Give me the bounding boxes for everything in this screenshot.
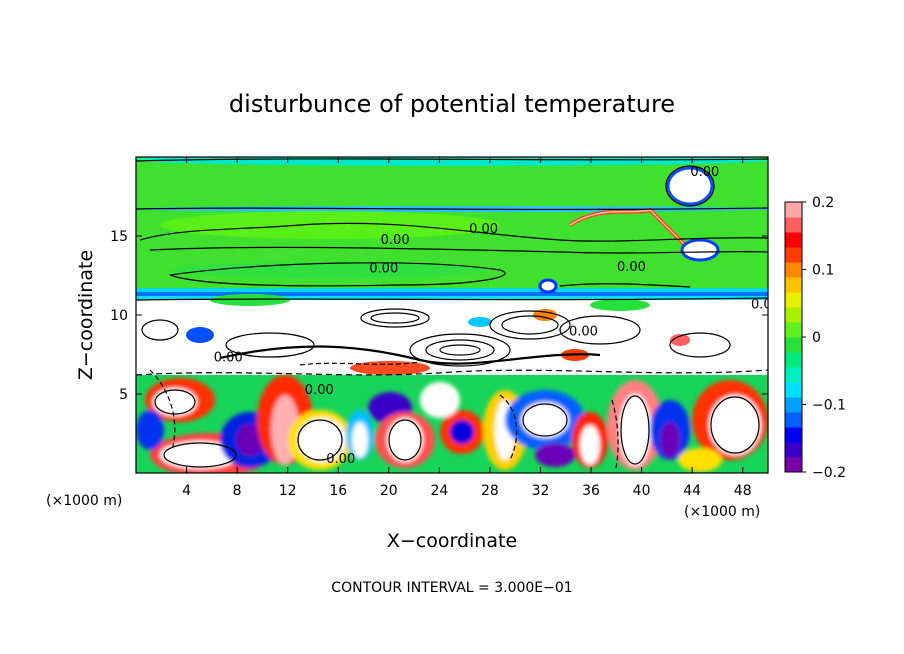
colorbar-tick-label: 0.2 [812, 195, 834, 211]
colorbar-swatch [785, 322, 802, 338]
x-tick-label: 36 [582, 483, 600, 499]
colorbar-tick-label: −0.1 [812, 398, 846, 414]
contour-interval-note: CONTOUR INTERVAL = 3.000E−01 [331, 580, 572, 596]
stratosphere-patches [136, 157, 768, 294]
colorbar-swatch [785, 412, 802, 428]
y-tick-label: 5 [119, 387, 128, 403]
contour-label: 0.00 [381, 233, 410, 248]
x-unit-left: (×1000 m) [46, 493, 122, 509]
colorbar-swatch [785, 202, 802, 218]
colorbar-tick-label: −0.2 [812, 465, 846, 481]
tropopause-cyan-band [136, 288, 768, 294]
contour-label: 0.00 [690, 165, 719, 180]
colorbar-swatch [785, 442, 802, 458]
x-axis-label: X−coordinate [387, 530, 517, 552]
tropopause-cyan-band-lower [136, 296, 768, 300]
x-tick-label: 28 [481, 483, 499, 499]
contour-lines [136, 158, 768, 469]
x-tick-label: 48 [734, 483, 752, 499]
colorbar-swatch [785, 262, 802, 278]
colorbar-swatch [785, 457, 802, 473]
y-axis-label: Z−coordinate [75, 250, 97, 380]
colorbar-tick-label: 0 [812, 330, 821, 346]
colorbar-tick-label: 0.1 [812, 263, 834, 279]
contour-label: 0.00 [469, 222, 498, 237]
colorbar-swatch [785, 397, 802, 413]
y-tick-label: 10 [110, 308, 128, 324]
boundary-layer-cells [136, 375, 768, 473]
x-unit-right: (×1000 m) [684, 504, 760, 520]
x-tick-label: 20 [380, 483, 398, 499]
colorbar-swatch [785, 232, 802, 248]
contour-label: 0.00 [305, 383, 334, 398]
contour-label: 0.00 [214, 351, 243, 366]
x-tick-label: 44 [683, 483, 701, 499]
plot-area: 0.000.000.000.000.000.000.000.000.000.00… [110, 156, 780, 499]
x-tick-label: 8 [233, 483, 242, 499]
x-axis-ticks: 4 8 12 16 20 24 28 32 36 40 44 48 [182, 157, 752, 499]
colorbar-swatch [785, 217, 802, 233]
colorbar: 0.2 0.1 0 −0.1 −0.2 [784, 195, 846, 481]
x-tick-label: 32 [532, 483, 550, 499]
contour-labels: 0.00 0.00 0.00 0.00 0.00 0.00 0.00 0.00 0.00 0.00 [214, 165, 780, 467]
mixed-layer-patches [186, 294, 690, 375]
colorbar-swatch [785, 367, 802, 383]
colorbar-swatch [785, 307, 802, 323]
contour-label: 0.00 [326, 452, 355, 467]
y-tick-label: 15 [110, 229, 128, 245]
contour-label: 0.00 [569, 325, 598, 340]
contour-label: 0.00 [617, 260, 646, 275]
colorbar-swatch [785, 352, 802, 368]
chart-title: disturbunce of potential temperature [229, 90, 675, 118]
colorbar-swatch [785, 337, 802, 353]
contour-label: 0.00 [369, 261, 398, 276]
colorbar-swatch [785, 382, 802, 398]
x-tick-label: 24 [430, 483, 448, 499]
contour-label: 0.00 [751, 298, 780, 313]
x-tick-label: 40 [633, 483, 651, 499]
tropopause-blue-band [136, 292, 768, 296]
colorbar-swatch [785, 247, 802, 263]
x-tick-label: 12 [279, 483, 297, 499]
y-axis-ticks: 5 10 15 [110, 229, 768, 403]
x-tick-label: 4 [182, 483, 191, 499]
colorbar-swatch [785, 292, 802, 308]
x-tick-label: 16 [329, 483, 347, 499]
colorbar-swatch [785, 277, 802, 293]
colorbar-swatch [785, 427, 802, 443]
